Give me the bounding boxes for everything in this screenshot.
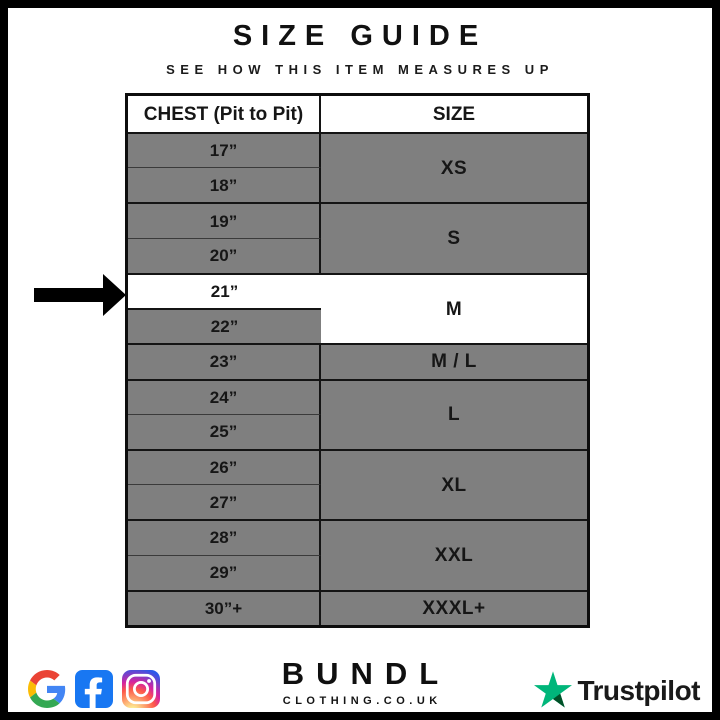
chest-cell-18in: 18” bbox=[128, 167, 321, 203]
chest-cell-19in: 19” bbox=[128, 202, 321, 238]
size-cell-m: M bbox=[321, 272, 587, 344]
size-column-header: SIZE bbox=[321, 96, 587, 132]
arrow-head bbox=[103, 274, 126, 316]
chest-cell-29in: 29” bbox=[128, 554, 321, 590]
trustpilot-logo[interactable]: Trustpilot bbox=[533, 671, 700, 710]
size-cell-xs: XS bbox=[321, 132, 587, 202]
chest-cell-30inplus: 30”+ bbox=[128, 589, 321, 625]
size-table: CHEST (Pit to Pit) SIZE 17” 18” XS 19” 20” S 21”… bbox=[125, 93, 590, 628]
google-icon[interactable] bbox=[28, 670, 66, 708]
chest-cell-20in: 20” bbox=[128, 237, 321, 273]
trustpilot-label: Trustpilot bbox=[577, 674, 700, 706]
size-cell-m/l: M / L bbox=[321, 343, 587, 378]
page-subtitle: SEE HOW THIS ITEM MEASURES UP bbox=[166, 62, 554, 77]
chest-cell-25in: 25” bbox=[128, 413, 321, 449]
chest-cell-22in: 22” bbox=[128, 308, 321, 343]
chest-cell-17in: 17” bbox=[128, 132, 321, 168]
brand-name: BUNDL bbox=[281, 656, 451, 691]
trustpilot-star-icon bbox=[534, 671, 573, 708]
size-cell-xl: XL bbox=[321, 448, 587, 519]
brand-logo: BUNDL CLOTHING.CO.UK bbox=[270, 656, 451, 707]
chest-cell-23in: 23” bbox=[128, 343, 321, 379]
chest-cell-28in: 28” bbox=[128, 519, 321, 555]
social-icons bbox=[28, 670, 160, 708]
instagram-icon[interactable] bbox=[122, 670, 160, 708]
brand-domain: CLOTHING.CO.UK bbox=[282, 695, 442, 707]
size-cell-xxl: XXL bbox=[321, 519, 587, 589]
chest-cell-27in: 27” bbox=[128, 484, 321, 520]
chest-cell-24in: 24” bbox=[128, 378, 321, 414]
chest-cell-21in: 21” bbox=[128, 272, 321, 309]
highlight-arrow-icon bbox=[34, 274, 126, 316]
size-cell-xxxl+: XXXL+ bbox=[321, 589, 587, 625]
arrow-shaft bbox=[34, 288, 104, 302]
size-cell-s: S bbox=[321, 202, 587, 272]
chest-column-header: CHEST (Pit to Pit) bbox=[128, 96, 321, 132]
facebook-icon[interactable] bbox=[75, 670, 113, 708]
chest-cell-26in: 26” bbox=[128, 448, 321, 485]
page-title: SIZE GUIDE bbox=[232, 20, 488, 52]
size-cell-l: L bbox=[321, 378, 587, 449]
